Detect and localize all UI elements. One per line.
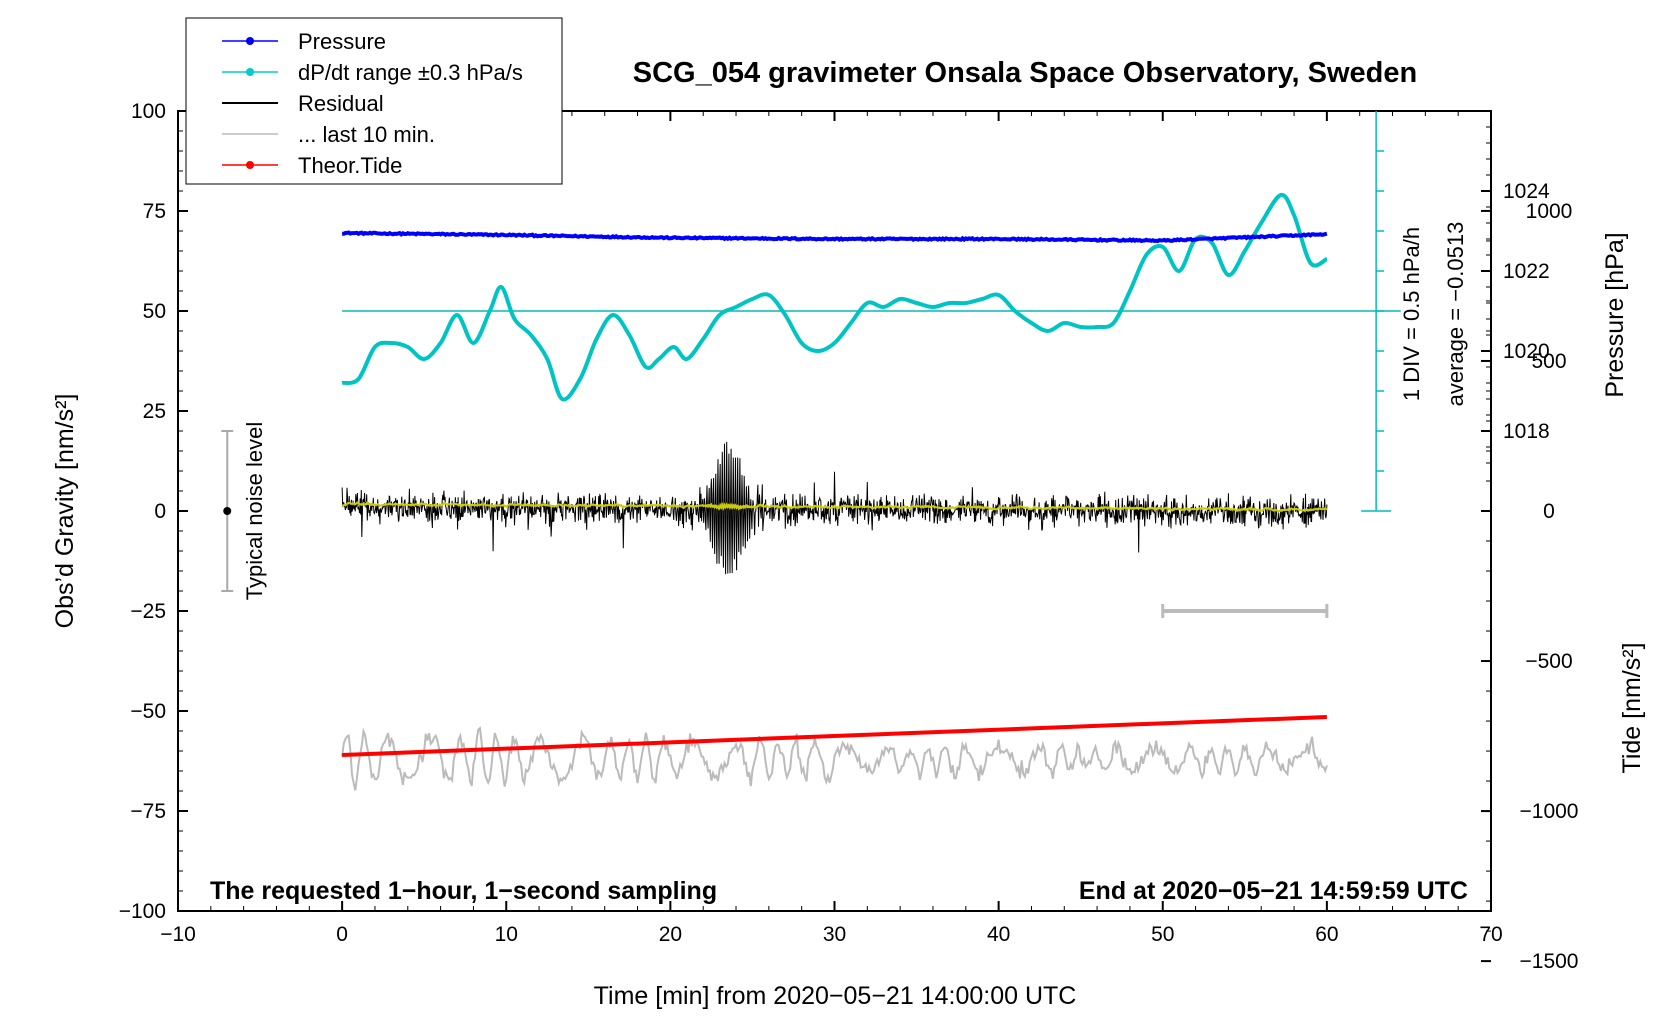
noise-level-label: Typical noise level	[242, 422, 267, 601]
legend: Pressure dP/dt range ±0.3 hPa/s Residual..…	[185, 17, 563, 185]
x-tick-label: 60	[1315, 923, 1338, 946]
y-axis-left: 100 75 50 25 0 −25 −50 −75 −100	[119, 100, 188, 923]
dpdt-average-label: average = −0.0513	[1443, 222, 1468, 407]
legend-label: dP/dt range ±0.3 hPa/s	[298, 60, 523, 85]
x-tick-label: −10	[160, 923, 196, 946]
x-tick-label: 50	[1151, 923, 1174, 946]
x-axis-label: Time [min] from 2020−05−21 14:00:00 UTC	[594, 982, 1077, 1010]
tide-axis-label: Tide [nm/s²]	[1618, 642, 1646, 773]
y-tick-label: 100	[131, 100, 166, 123]
series-last-10-min	[341, 726, 1328, 791]
x-tick-label: 40	[987, 923, 1010, 946]
x-axis: −10 0 10 20 30 40 50 60 70	[160, 111, 1503, 946]
pressure-tick-label: 1018	[1503, 420, 1550, 443]
footnote-right: End at 2020−05−21 14:59:59 UTC	[1079, 877, 1468, 905]
series-theor-tide	[342, 715, 1327, 757]
series-pressure	[342, 230, 1328, 244]
tide-axis: 1000 500 0 −500 −1000 −1500	[1481, 200, 1578, 973]
x-tick-label: 20	[659, 923, 682, 946]
y-tick-label: 75	[143, 200, 166, 223]
dpdt-scale-label: 1 DIV = 0.5 hPa/h	[1399, 227, 1424, 401]
y-tick-label: −100	[119, 900, 166, 923]
pressure-axis-label: Pressure [hPa]	[1601, 232, 1629, 397]
pressure-tick-label: 1020	[1503, 340, 1550, 363]
legend-label: Pressure	[298, 29, 386, 54]
y-tick-label: 25	[143, 400, 166, 423]
chart-title: SCG_054 gravimeter Onsala Space Observat…	[633, 57, 1417, 89]
pressure-tick-label: 1024	[1503, 180, 1550, 203]
x-tick-label: 70	[1479, 923, 1502, 946]
y-axis-left-label: Obs’d Gravity [nm/s²]	[51, 394, 79, 629]
legend-marker	[246, 68, 254, 76]
y-tick-label: 50	[143, 300, 166, 323]
legend-marker	[246, 161, 254, 169]
y-tick-label: −25	[130, 600, 166, 623]
legend-label: ... last 10 min.	[298, 122, 435, 147]
tide-tick-label: −1000	[1520, 800, 1579, 823]
tide-tick-label: 0	[1543, 500, 1555, 523]
x-tick-label: 0	[336, 923, 348, 946]
y-tick-label: −75	[130, 800, 166, 823]
noise-bar-dot	[223, 507, 232, 515]
scale-bar	[1161, 604, 1329, 618]
tide-tick-label: −500	[1525, 650, 1572, 673]
legend-label: Theor.Tide	[298, 153, 402, 178]
noise-level-bar	[221, 430, 234, 592]
y-tick-label: −50	[130, 700, 166, 723]
series-residual-smoothed	[341, 501, 1328, 513]
x-tick-label: 10	[495, 923, 518, 946]
tide-tick-label: −1500	[1520, 950, 1579, 973]
footnote-left: The requested 1−hour, 1−second sampling	[210, 877, 717, 905]
tide-tick-label: 1000	[1526, 200, 1573, 223]
y-tick-label: 0	[154, 500, 166, 523]
series-dpdt	[341, 192, 1328, 402]
x-tick-label: 30	[823, 923, 846, 946]
tide-tick-label: 500	[1531, 350, 1566, 373]
legend-box	[185, 17, 563, 185]
series-residual	[341, 441, 1328, 575]
legend-label: Residual	[298, 91, 384, 116]
pressure-tick-label: 1022	[1503, 260, 1550, 283]
legend-marker	[246, 37, 254, 45]
